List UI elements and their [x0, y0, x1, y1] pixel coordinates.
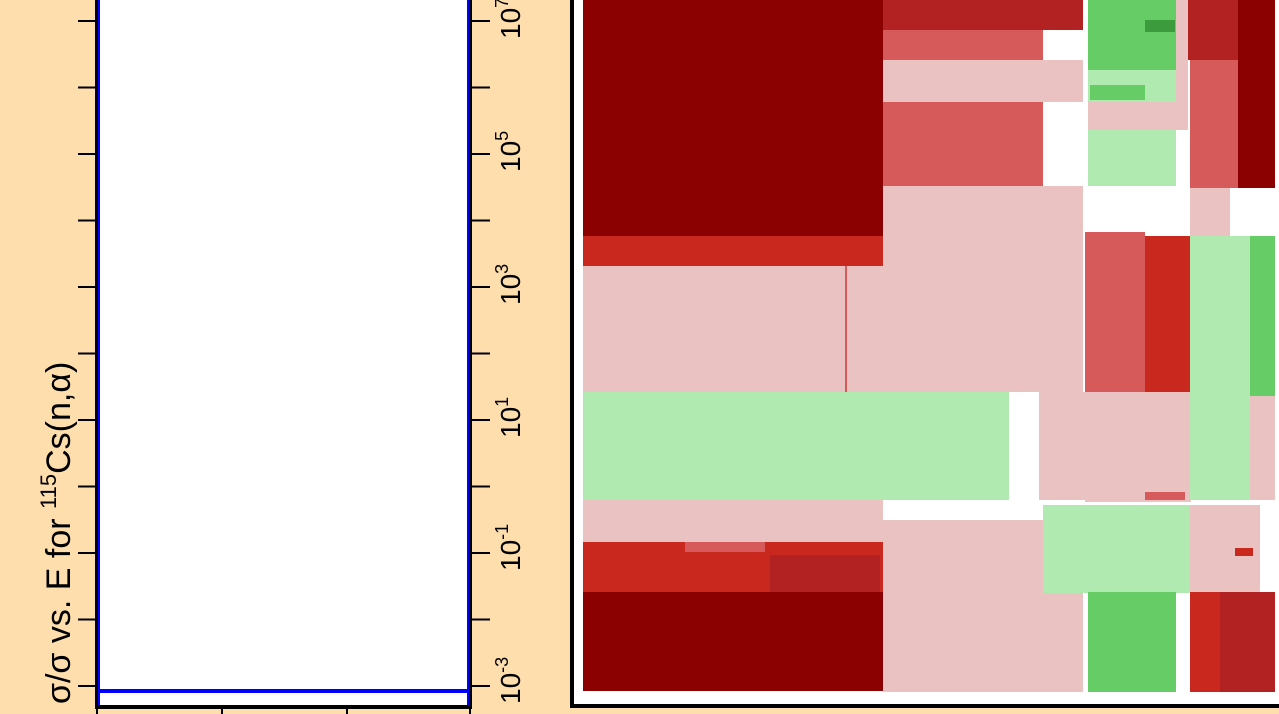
y-tick-label: 107: [492, 0, 526, 39]
heatmap-cell: [583, 188, 883, 236]
heatmap-cell: [883, 500, 1083, 505]
heatmap-cell: [1039, 392, 1085, 500]
heatmap-cell: [770, 555, 880, 592]
heatmap-cell: [1235, 548, 1253, 556]
heatmap-cell: [1090, 85, 1145, 100]
heatmap-cells: [583, 0, 1275, 692]
heatmap-cell: [845, 266, 847, 392]
heatmap-cell: [1190, 188, 1230, 236]
heatmap-cell: [770, 188, 830, 236]
heatmap-cell: [1088, 592, 1176, 692]
heatmap-cell: [583, 266, 883, 392]
left-axis-ticks: [78, 20, 97, 687]
left-plot-area: [95, 0, 472, 709]
y-axis-log-ticks: 10-3 10-1 101 103 105 107: [470, 0, 526, 704]
ylabel-isotope-mass: 115: [36, 474, 61, 509]
y-tick-label: 103: [492, 264, 526, 305]
right-panel: [570, 0, 1279, 708]
y-tick-label: 105: [492, 131, 526, 172]
y-tick-label: 10-3: [492, 657, 526, 704]
heatmap-cell: [1145, 20, 1175, 32]
ylabel-reaction: Cs(n,α): [40, 362, 78, 474]
heatmap-cell: [1145, 236, 1190, 394]
heatmap-cell: [1190, 396, 1250, 500]
heatmap-cell: [1250, 396, 1275, 500]
heatmap-cell: [583, 236, 883, 266]
heatmap-cell: [883, 0, 1083, 30]
heatmap-cell: [685, 542, 765, 552]
heatmap-cell: [1250, 236, 1275, 396]
heatmap-cell: [1188, 0, 1238, 60]
heatmap-cell: [583, 592, 883, 691]
left-panel: σ/σ vs. E for 115Cs(n,α): [36, 0, 472, 714]
heatmap-cell: [583, 500, 883, 542]
heatmap-cell: [1088, 102, 1188, 130]
heatmap-cell: [1190, 236, 1250, 396]
heatmap-cell: [1176, 0, 1188, 102]
heatmap-cell: [883, 60, 1083, 102]
heatmap-cell: [883, 102, 1043, 186]
heatmap-cell: [1190, 592, 1220, 692]
y-tick-label: 10-1: [492, 524, 526, 571]
heatmap-cell: [1085, 392, 1191, 502]
heatmap-cell: [1088, 130, 1176, 186]
heatmap-cell: [583, 0, 883, 188]
heatmap-cell: [1190, 60, 1238, 188]
left-x-axis-ticks: [96, 707, 471, 714]
heatmap-cell: [883, 186, 1083, 270]
ylabel-prefix: σ/σ vs. E for: [40, 509, 78, 704]
heatmap-cell: [1220, 592, 1275, 692]
heatmap-cell: [883, 270, 1083, 392]
left-y-axis-label: σ/σ vs. E for 115Cs(n,α): [36, 362, 78, 704]
heatmap-cell: [1009, 392, 1039, 500]
heatmap-cell: [583, 392, 1009, 500]
heatmap-cell: [1085, 232, 1145, 392]
heatmap-cell: [1088, 0, 1176, 70]
heatmap-cell: [1145, 492, 1185, 500]
heatmap-cell: [883, 30, 1043, 60]
y-tick-label: 101: [492, 397, 526, 438]
heatmap-cell: [1238, 0, 1275, 188]
heatmap-cell: [848, 60, 883, 102]
heatmap-cell: [1043, 505, 1191, 593]
